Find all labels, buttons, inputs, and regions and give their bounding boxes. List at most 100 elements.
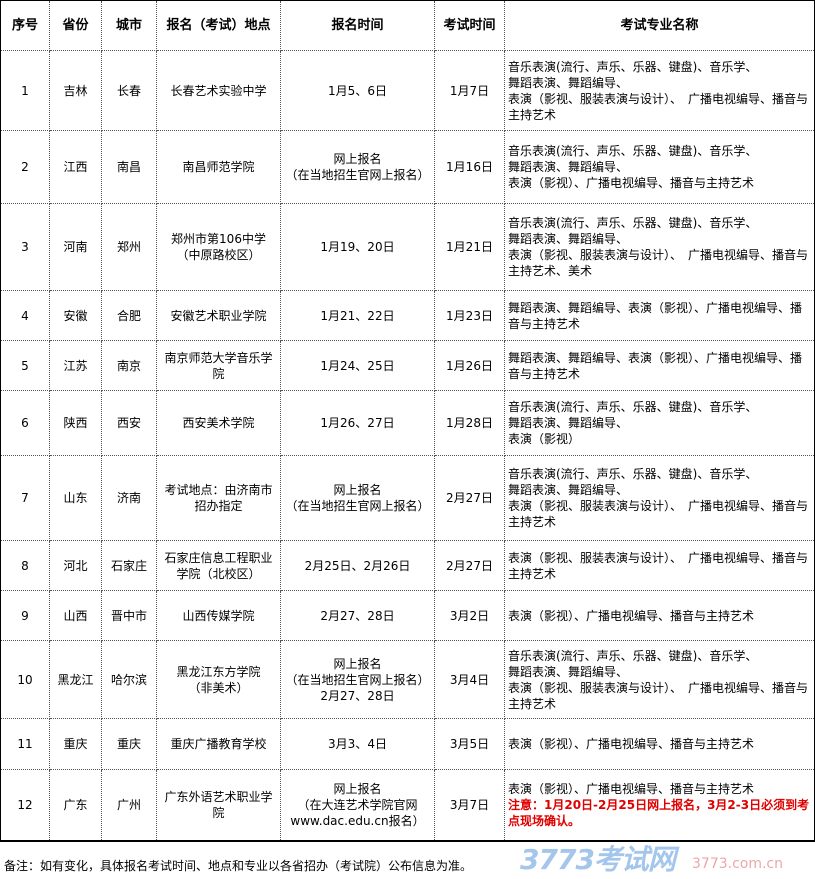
- table-row: 5 江苏 南京 南京师范大学音乐学院 1月24、25日 1月26日 舞蹈表演、舞蹈编导、表演…: [0, 340, 815, 391]
- cell-city-text: 济南: [116, 491, 141, 505]
- cell-province: 陕西: [49, 390, 102, 456]
- cell-city: 郑州: [101, 203, 157, 291]
- cell-reg-time: 网上报名 （在大连艺术学院官网www.dac.edu.cn报名）: [280, 769, 435, 842]
- cell-province: 广东: [49, 769, 102, 842]
- cell-no: 2: [0, 130, 50, 204]
- cell-no: 3: [0, 203, 50, 291]
- cell-majors: 表演（影视）、广播电视编导、播音与主持艺术: [504, 718, 815, 770]
- cell-no-text: 11: [17, 737, 33, 751]
- exam-schedule-table: 序号 省份 城市 报名（考试）地点 报名时间 考试时间 考试专业名称 1 吉林 长春…: [0, 0, 815, 842]
- cell-location: 长春艺术实验中学: [156, 50, 281, 131]
- cell-reg-time: 3月3、4日: [280, 718, 435, 770]
- cell-no: 12: [0, 769, 50, 842]
- cell-exam-time: 3月5日: [434, 718, 505, 770]
- table-row: 9 山西 晋中市 山西传媒学院 2月27、28日 3月2日 表演（影视）、广播电视编导、播音…: [0, 590, 815, 641]
- cell-no-text: 3: [21, 240, 29, 254]
- cell-province-text: 江苏: [63, 358, 88, 373]
- cell-reg-time-text: 网上报名 （在当地招生官网上报名） 2月27、28日: [285, 656, 430, 703]
- cell-exam-time: 3月2日: [434, 590, 505, 641]
- watermark-domain: 3773.com.cn: [692, 856, 783, 872]
- cell-province-text: 陕西: [63, 416, 88, 430]
- cell-location-text: 石家庄信息工程职业学院（北校区）: [164, 550, 273, 581]
- cell-exam-time-text: 3月7日: [449, 797, 490, 812]
- cell-city: 南京: [101, 340, 157, 391]
- cell-no: 9: [0, 590, 50, 641]
- cell-majors: 表演（影视）、广播电视编导、播音与主持艺术 注意：1月20日-2月25日网上报名，…: [504, 769, 815, 842]
- cell-majors-text: 音乐表演(流行、声乐、乐器、键盘)、音乐学、 舞蹈表演、舞蹈编导、 表演（影视、…: [508, 648, 809, 711]
- cell-city-text: 南京: [116, 358, 141, 373]
- cell-no-text: 6: [21, 416, 29, 430]
- cell-city-text: 南昌: [116, 160, 141, 174]
- cell-exam-time: 1月23日: [434, 290, 505, 341]
- cell-exam-time-text: 1月28日: [446, 416, 493, 430]
- cell-reg-time: 网上报名 （在当地招生官网上报名） 2月27、28日: [280, 640, 435, 719]
- header-province: 省份: [49, 0, 102, 51]
- header-row: 序号 省份 城市 报名（考试）地点 报名时间 考试时间 考试专业名称: [0, 0, 815, 51]
- cell-no: 5: [0, 340, 50, 391]
- cell-majors: 舞蹈表演、舞蹈编导、表演（影视）、广播电视编导、播音与主持艺术: [504, 290, 815, 341]
- cell-city: 长春: [101, 50, 157, 131]
- cell-city: 晋中市: [101, 590, 157, 641]
- header-reg-time: 报名时间: [280, 0, 435, 51]
- cell-location-text: 广东外语艺术职业学院: [164, 789, 273, 820]
- cell-reg-time: 网上报名 （在当地招生官网上报名）: [280, 130, 435, 204]
- cell-exam-time: 2月27日: [434, 540, 505, 591]
- cell-location: 南昌师范学院: [156, 130, 281, 204]
- cell-majors-text: 音乐表演(流行、声乐、乐器、键盘)、音乐学、 舞蹈表演、舞蹈编导、 表演（影视、…: [508, 467, 809, 529]
- cell-no-text: 7: [21, 491, 29, 505]
- cell-reg-time-text: 2月25日、2月26日: [304, 558, 411, 573]
- cell-reg-time-text: 1月21、22日: [320, 308, 395, 323]
- cell-city: 济南: [101, 455, 157, 541]
- cell-province: 河南: [49, 203, 102, 291]
- cell-exam-time-text: 1月21日: [446, 240, 493, 254]
- cell-location-text: 重庆广播教育学校: [170, 737, 267, 751]
- cell-exam-time-text: 1月26日: [446, 358, 493, 373]
- cell-no: 8: [0, 540, 50, 591]
- cell-exam-time: 1月21日: [434, 203, 505, 291]
- cell-exam-time: 1月26日: [434, 340, 505, 391]
- cell-location: 南京师范大学音乐学院: [156, 340, 281, 391]
- header-exam-time: 考试时间: [434, 0, 505, 51]
- cell-majors: 音乐表演(流行、声乐、乐器、键盘)、音乐学、 舞蹈表演、舞蹈编导、 表演（影视、…: [504, 640, 815, 719]
- cell-location: 黑龙江东方学院 （非美术）: [156, 640, 281, 719]
- table-row: 1 吉林 长春 长春艺术实验中学 1月5、6日 1月7日 音乐表演(流行、声乐、乐器、键盘)…: [0, 50, 815, 131]
- cell-no-text: 5: [21, 358, 29, 373]
- cell-province: 山东: [49, 455, 102, 541]
- cell-city-text: 哈尔滨: [110, 672, 147, 687]
- cell-reg-time-text: 1月19、20日: [320, 240, 395, 254]
- cell-majors-text: 表演（影视）、广播电视编导、播音与主持艺术: [508, 608, 755, 623]
- cell-province-text: 河北: [63, 558, 88, 573]
- cell-exam-time: 1月28日: [434, 390, 505, 456]
- cell-location: 山西传媒学院: [156, 590, 281, 641]
- cell-location-text: 郑州市第106中学 （中原路校区）: [171, 232, 266, 262]
- cell-province: 安徽: [49, 290, 102, 341]
- cell-exam-time-text: 1月16日: [446, 160, 493, 174]
- cell-reg-time-text: 网上报名 （在当地招生官网上报名）: [285, 483, 430, 513]
- cell-location-text: 黑龙江东方学院 （非美术）: [176, 664, 261, 695]
- cell-majors: 音乐表演(流行、声乐、乐器、键盘)、音乐学、 舞蹈表演、舞蹈编导、 表演（影视）…: [504, 130, 815, 204]
- cell-province-text: 安徽: [63, 308, 88, 323]
- cell-location-text: 西安美术学院: [182, 416, 255, 430]
- table-row: 4 安徽 合肥 安徽艺术职业学院 1月21、22日 1月23日 舞蹈表演、舞蹈编导、表演（影…: [0, 290, 815, 341]
- cell-majors-text: 音乐表演(流行、声乐、乐器、键盘)、音乐学、 舞蹈表演、舞蹈编导、 表演（影视、…: [508, 216, 809, 278]
- cell-majors-text: 音乐表演(流行、声乐、乐器、键盘)、音乐学、 舞蹈表演、舞蹈编导、 表演（影视）…: [508, 144, 758, 190]
- cell-reg-time-text: 1月26、27日: [320, 416, 395, 430]
- cell-no-text: 12: [17, 797, 33, 812]
- cell-majors-text: 表演（影视）、广播电视编导、播音与主持艺术: [508, 737, 755, 751]
- cell-reg-time-text: 网上报名 （在大连艺术学院官网www.dac.edu.cn报名）: [290, 781, 425, 828]
- cell-no-text: 8: [21, 558, 29, 573]
- cell-exam-time-text: 1月7日: [449, 83, 490, 98]
- cell-majors: 音乐表演(流行、声乐、乐器、键盘)、音乐学、 舞蹈表演、舞蹈编导、 表演（影视、…: [504, 203, 815, 291]
- cell-majors: 表演（影视、服装表演与设计）、 广播电视编导、播音与主持艺术: [504, 540, 815, 591]
- cell-province-text: 山西: [63, 608, 88, 623]
- cell-province-text: 广东: [63, 797, 88, 812]
- cell-no-text: 1: [21, 83, 29, 98]
- cell-exam-time-text: 3月4日: [449, 672, 490, 687]
- cell-city-text: 合肥: [116, 308, 141, 323]
- table-row: 2 江西 南昌 南昌师范学院 网上报名 （在当地招生官网上报名） 1月16日 音乐表演(流行…: [0, 130, 815, 204]
- cell-reg-time: 1月24、25日: [280, 340, 435, 391]
- cell-location-text: 南昌师范学院: [182, 160, 255, 174]
- cell-no: 6: [0, 390, 50, 456]
- cell-province-text: 山东: [63, 491, 88, 505]
- cell-city: 广州: [101, 769, 157, 842]
